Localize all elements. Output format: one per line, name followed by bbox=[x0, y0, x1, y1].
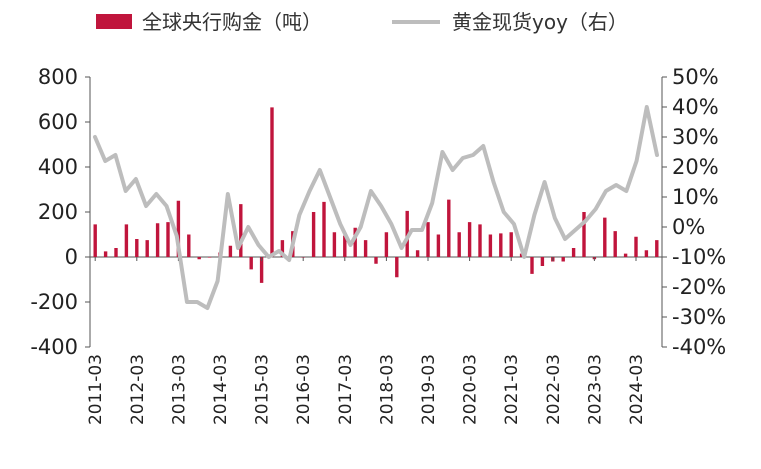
bar bbox=[509, 232, 513, 257]
y-left-tick-label: 600 bbox=[38, 110, 78, 134]
bar bbox=[405, 210, 409, 258]
x-tick-label: 2018-03 bbox=[377, 354, 397, 425]
bar bbox=[478, 224, 482, 258]
x-tick-label: 2017-03 bbox=[336, 354, 356, 425]
y-right-tick-label: 10% bbox=[672, 185, 719, 209]
x-tick-label: 2011-03 bbox=[86, 354, 106, 425]
legend-bar-label: 全球央行购金（吨） bbox=[142, 10, 322, 34]
y-left-tick-label: -400 bbox=[30, 335, 78, 359]
bar bbox=[457, 232, 461, 257]
bar bbox=[145, 240, 149, 258]
x-tick-label: 2013-03 bbox=[169, 354, 189, 425]
bar bbox=[249, 257, 253, 270]
bar bbox=[197, 257, 201, 260]
bar bbox=[623, 253, 628, 258]
bar bbox=[114, 248, 118, 257]
bar bbox=[540, 257, 545, 266]
bar bbox=[613, 231, 617, 258]
bar bbox=[384, 232, 389, 257]
bar bbox=[135, 239, 139, 257]
y-right-tick-label: 40% bbox=[672, 95, 719, 119]
y-right-tick-label: 0% bbox=[672, 215, 705, 239]
legend: 全球央行购金（吨） 黄金现货yoy（右） bbox=[96, 10, 628, 34]
x-tick-label: 2015-03 bbox=[253, 354, 273, 425]
bar bbox=[467, 222, 472, 258]
bar bbox=[280, 240, 285, 258]
legend-bar-swatch bbox=[96, 14, 132, 29]
bar bbox=[332, 232, 337, 257]
x-tick-label: 2019-03 bbox=[419, 354, 439, 425]
bar bbox=[176, 200, 181, 257]
x-tick-label: 2020-03 bbox=[461, 354, 481, 425]
y-left-tick-label: 800 bbox=[38, 65, 78, 89]
bar bbox=[603, 217, 607, 258]
bar bbox=[322, 201, 326, 258]
x-tick-label: 2024-03 bbox=[627, 354, 647, 425]
y-right-tick-label: 20% bbox=[672, 155, 719, 179]
bar bbox=[530, 257, 534, 274]
bar bbox=[634, 236, 638, 257]
bar bbox=[499, 233, 503, 258]
series-line-yoy bbox=[93, 105, 659, 310]
bar bbox=[426, 222, 430, 258]
x-tick-label: 2016-03 bbox=[294, 354, 314, 425]
y-right-tick-label: -40% bbox=[672, 335, 726, 359]
bar bbox=[93, 224, 97, 258]
y-right-tick-label: -10% bbox=[672, 245, 726, 269]
y-left-tick-label: 0 bbox=[65, 245, 78, 269]
bar bbox=[259, 257, 264, 283]
bar bbox=[363, 240, 368, 258]
bar bbox=[270, 107, 274, 258]
bar bbox=[103, 251, 108, 258]
bar bbox=[415, 250, 420, 257]
plot-area: 800 600 400 200 0 -200 -400 50% 40% 30% 20% 10% 0% -1… bbox=[30, 65, 726, 425]
bar bbox=[561, 257, 565, 262]
bar bbox=[582, 212, 586, 257]
x-tick-label: 2021-03 bbox=[502, 354, 522, 425]
bar bbox=[395, 257, 399, 278]
y-right-tick-label: -30% bbox=[672, 305, 726, 329]
bar bbox=[166, 222, 170, 258]
bar bbox=[447, 199, 451, 258]
bar bbox=[187, 234, 191, 257]
y-left-tick-label: 200 bbox=[38, 200, 78, 224]
bar bbox=[228, 245, 233, 257]
bar bbox=[239, 204, 243, 258]
x-tick-label: 2022-03 bbox=[544, 354, 564, 425]
bar bbox=[571, 248, 576, 257]
bar bbox=[207, 257, 212, 258]
bar bbox=[644, 250, 649, 257]
y-left-tick-label: -200 bbox=[30, 290, 78, 314]
y-right-tick-label: 50% bbox=[672, 65, 719, 89]
bar bbox=[353, 227, 357, 257]
bar bbox=[124, 224, 129, 258]
x-tick-label: 2014-03 bbox=[211, 354, 231, 425]
y-left-tick-label: 400 bbox=[38, 155, 78, 179]
bar bbox=[343, 235, 347, 258]
legend-line-label: 黄金现货yoy（右） bbox=[452, 10, 628, 34]
y-right-tick-label: 30% bbox=[672, 125, 719, 149]
x-tick-label: 2023-03 bbox=[585, 354, 605, 425]
x-tick-label: 2012-03 bbox=[128, 354, 148, 425]
bar bbox=[374, 257, 378, 264]
bar bbox=[488, 234, 493, 257]
bar bbox=[436, 234, 441, 257]
bar bbox=[311, 212, 316, 257]
bar bbox=[155, 223, 160, 257]
y-right-tick-label: -20% bbox=[672, 275, 726, 299]
bar bbox=[655, 240, 659, 258]
